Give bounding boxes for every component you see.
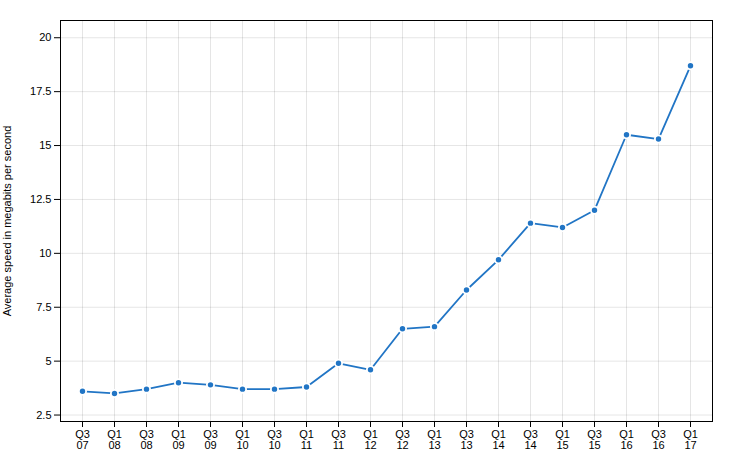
svg-text:5: 5 bbox=[45, 355, 51, 367]
svg-text:Average speed in megabits per: Average speed in megabits per second bbox=[1, 126, 13, 317]
svg-text:Q114: Q114 bbox=[491, 428, 506, 451]
svg-text:Q313: Q313 bbox=[459, 428, 474, 451]
svg-text:10: 10 bbox=[39, 247, 51, 259]
svg-text:Q312: Q312 bbox=[395, 428, 410, 451]
svg-text:Q310: Q310 bbox=[267, 428, 282, 451]
svg-text:Q307: Q307 bbox=[75, 428, 90, 451]
svg-text:7.5: 7.5 bbox=[36, 301, 51, 313]
svg-text:Q113: Q113 bbox=[427, 428, 442, 451]
svg-text:Q110: Q110 bbox=[235, 428, 250, 451]
svg-text:Q109: Q109 bbox=[171, 428, 186, 451]
svg-text:Q314: Q314 bbox=[523, 428, 538, 451]
svg-text:12.5: 12.5 bbox=[30, 193, 51, 205]
svg-text:15: 15 bbox=[39, 139, 51, 151]
svg-text:Q311: Q311 bbox=[331, 428, 346, 451]
svg-text:17.5: 17.5 bbox=[30, 85, 51, 97]
svg-text:Q309: Q309 bbox=[203, 428, 218, 451]
svg-text:Q116: Q116 bbox=[619, 428, 634, 451]
svg-text:Q117: Q117 bbox=[683, 428, 698, 451]
svg-text:Q112: Q112 bbox=[363, 428, 378, 451]
svg-text:Q108: Q108 bbox=[107, 428, 122, 451]
svg-text:Q115: Q115 bbox=[555, 428, 570, 451]
svg-text:Q315: Q315 bbox=[587, 428, 602, 451]
svg-text:2.5: 2.5 bbox=[36, 409, 51, 421]
svg-text:Q308: Q308 bbox=[139, 428, 154, 451]
svg-text:Q316: Q316 bbox=[651, 428, 666, 451]
svg-text:Q111: Q111 bbox=[299, 428, 314, 451]
svg-text:20: 20 bbox=[39, 31, 51, 43]
